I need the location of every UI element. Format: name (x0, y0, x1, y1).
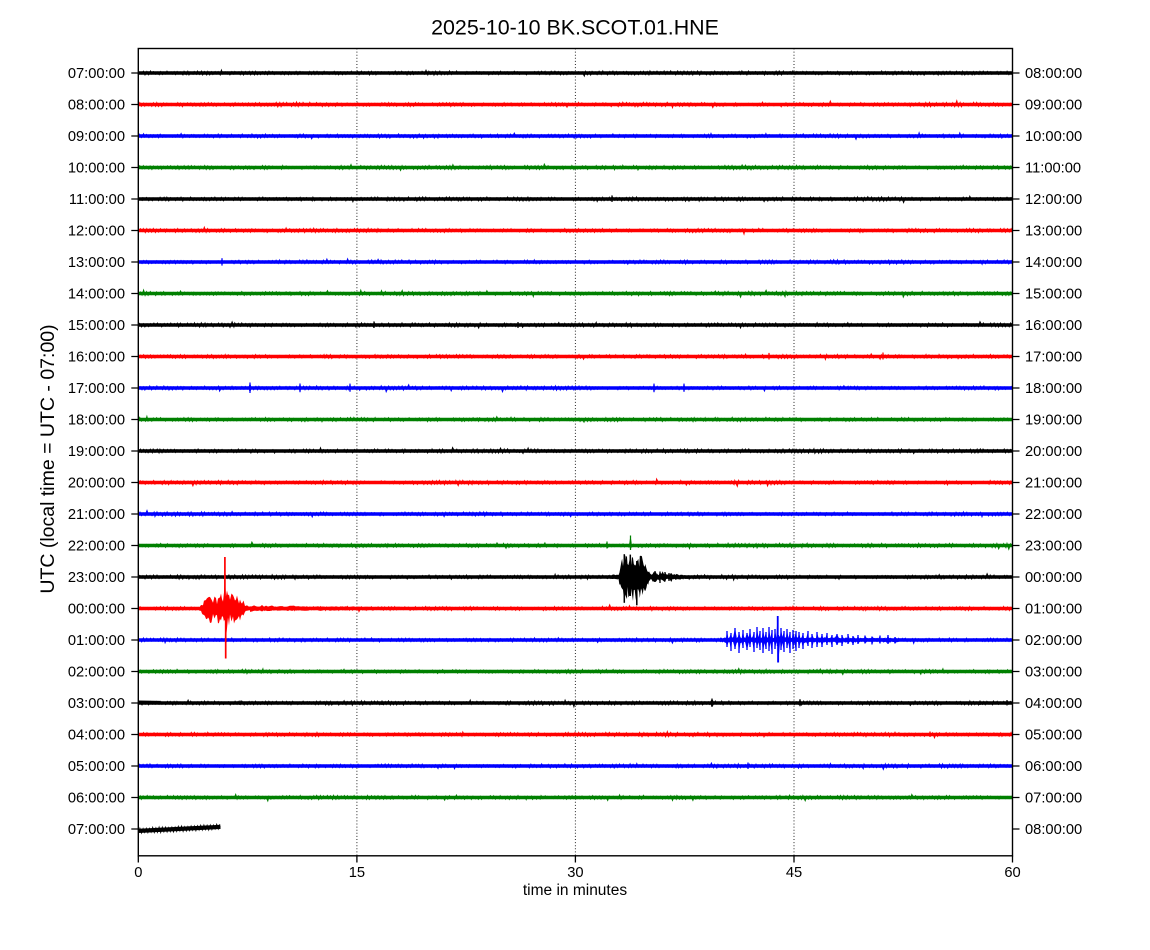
svg-text:18:00:00: 18:00:00 (68, 413, 125, 429)
svg-text:09:00:00: 09:00:00 (1025, 98, 1082, 114)
svg-text:10:00:00: 10:00:00 (1025, 129, 1082, 145)
svg-text:07:00:00: 07:00:00 (68, 66, 125, 82)
svg-text:15:00:00: 15:00:00 (1025, 287, 1082, 303)
svg-text:17:00:00: 17:00:00 (1025, 350, 1082, 366)
svg-text:20:00:00: 20:00:00 (68, 476, 125, 492)
svg-text:06:00:00: 06:00:00 (1025, 759, 1082, 775)
svg-text:14:00:00: 14:00:00 (68, 287, 125, 303)
svg-text:05:00:00: 05:00:00 (1025, 728, 1082, 744)
svg-text:20:00:00: 20:00:00 (1025, 444, 1082, 460)
svg-text:UTC (local time = UTC - 07:00): UTC (local time = UTC - 07:00) (37, 324, 59, 593)
svg-text:23:00:00: 23:00:00 (1025, 539, 1082, 555)
svg-text:05:00:00: 05:00:00 (68, 759, 125, 775)
svg-text:14:00:00: 14:00:00 (1025, 255, 1082, 271)
svg-text:01:00:00: 01:00:00 (68, 633, 125, 649)
svg-text:07:00:00: 07:00:00 (68, 822, 125, 838)
svg-text:15: 15 (349, 865, 365, 881)
svg-text:10:00:00: 10:00:00 (68, 161, 125, 177)
svg-text:22:00:00: 22:00:00 (1025, 507, 1082, 523)
svg-text:13:00:00: 13:00:00 (68, 255, 125, 271)
svg-text:02:00:00: 02:00:00 (1025, 633, 1082, 649)
svg-text:09:00:00: 09:00:00 (68, 129, 125, 145)
svg-text:15:00:00: 15:00:00 (68, 318, 125, 334)
svg-text:16:00:00: 16:00:00 (1025, 318, 1082, 334)
svg-text:01:00:00: 01:00:00 (1025, 602, 1082, 618)
svg-text:16:00:00: 16:00:00 (68, 350, 125, 366)
svg-text:19:00:00: 19:00:00 (68, 444, 125, 460)
svg-text:17:00:00: 17:00:00 (68, 381, 125, 397)
svg-text:19:00:00: 19:00:00 (1025, 413, 1082, 429)
svg-text:2025-10-10 BK.SCOT.01.HNE: 2025-10-10 BK.SCOT.01.HNE (431, 16, 719, 40)
svg-text:07:00:00: 07:00:00 (1025, 791, 1082, 807)
svg-text:02:00:00: 02:00:00 (68, 665, 125, 681)
svg-text:08:00:00: 08:00:00 (68, 98, 125, 114)
svg-text:03:00:00: 03:00:00 (1025, 665, 1082, 681)
svg-text:08:00:00: 08:00:00 (1025, 822, 1082, 838)
svg-text:22:00:00: 22:00:00 (68, 539, 125, 555)
svg-text:0: 0 (134, 865, 142, 881)
svg-text:08:00:00: 08:00:00 (1025, 66, 1082, 82)
svg-text:03:00:00: 03:00:00 (68, 696, 125, 712)
svg-text:21:00:00: 21:00:00 (68, 507, 125, 523)
svg-text:23:00:00: 23:00:00 (68, 570, 125, 586)
svg-text:45: 45 (786, 865, 802, 881)
svg-text:11:00:00: 11:00:00 (1025, 161, 1081, 177)
svg-text:00:00:00: 00:00:00 (68, 602, 125, 618)
svg-text:00:00:00: 00:00:00 (1025, 570, 1082, 586)
svg-text:21:00:00: 21:00:00 (1025, 476, 1082, 492)
svg-text:30: 30 (567, 865, 583, 881)
svg-text:60: 60 (1004, 865, 1020, 881)
svg-text:04:00:00: 04:00:00 (1025, 696, 1082, 712)
svg-text:time in minutes: time in minutes (523, 882, 627, 899)
svg-text:13:00:00: 13:00:00 (1025, 224, 1082, 240)
svg-text:04:00:00: 04:00:00 (68, 728, 125, 744)
svg-text:12:00:00: 12:00:00 (68, 224, 125, 240)
svg-text:12:00:00: 12:00:00 (1025, 192, 1082, 208)
svg-text:18:00:00: 18:00:00 (1025, 381, 1082, 397)
svg-text:11:00:00: 11:00:00 (69, 192, 125, 208)
svg-text:06:00:00: 06:00:00 (68, 791, 125, 807)
